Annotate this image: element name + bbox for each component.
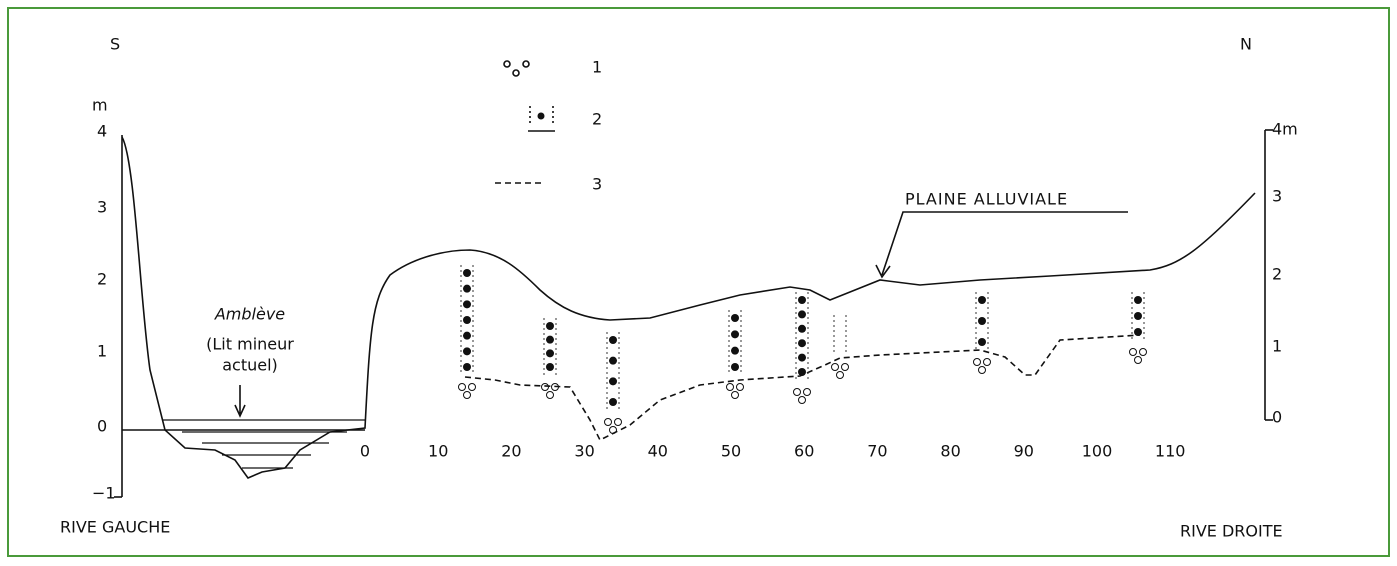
silt-dot — [463, 316, 471, 324]
label: 110 — [1155, 442, 1186, 461]
label: 40 — [648, 442, 668, 461]
label: N — [1240, 35, 1252, 54]
label: 0 — [360, 442, 370, 461]
label: 30 — [574, 442, 594, 461]
label: 4m — [1272, 120, 1298, 139]
silt-dot — [731, 314, 739, 322]
label: Amblève — [214, 305, 285, 324]
label: 1 — [592, 58, 602, 77]
label: (Lit mineur — [206, 335, 294, 354]
label: RIVE DROITE — [1180, 522, 1283, 541]
silt-dot — [798, 310, 806, 318]
label: 80 — [940, 442, 960, 461]
label: 20 — [501, 442, 521, 461]
label: 50 — [721, 442, 741, 461]
label: 4 — [97, 122, 107, 141]
label: 3 — [97, 198, 107, 217]
label: 0 — [1272, 408, 1282, 427]
silt-dot — [978, 296, 986, 304]
silt-dot — [463, 363, 471, 371]
label: 100 — [1082, 442, 1113, 461]
label: 3 — [592, 175, 602, 194]
silt-dot — [798, 354, 806, 362]
silt-dot — [978, 317, 986, 325]
silt-dot — [609, 336, 617, 344]
label: 1 — [97, 342, 107, 361]
silt-dot — [463, 347, 471, 355]
silt-dot — [546, 349, 554, 357]
label: 2 — [1272, 265, 1282, 284]
silt-dot — [1134, 296, 1142, 304]
silt-dot — [798, 325, 806, 333]
silt-dot — [546, 336, 554, 344]
silt-dot — [731, 347, 739, 355]
label: 0 — [97, 417, 107, 436]
silt-dot — [546, 363, 554, 371]
label: 90 — [1014, 442, 1034, 461]
label: 10 — [428, 442, 448, 461]
label: 3 — [1272, 187, 1282, 206]
silt-dot — [546, 322, 554, 330]
silt-dot — [463, 332, 471, 340]
label: 70 — [867, 442, 887, 461]
label: −1 — [92, 484, 116, 503]
silt-dot — [463, 285, 471, 293]
label: PLAINE ALLUVIALE — [905, 190, 1068, 209]
silt-dot — [978, 338, 986, 346]
diagram: SNm43210−14m3210010203040506070809010011… — [0, 0, 1397, 562]
frame — [8, 8, 1389, 556]
silt-dot — [609, 377, 617, 385]
silt-dot — [798, 368, 806, 376]
silt-dot — [609, 398, 617, 406]
label: 60 — [794, 442, 814, 461]
silt-dot — [731, 330, 739, 338]
silt-dot — [1134, 312, 1142, 320]
label: S — [110, 35, 120, 54]
label: RIVE GAUCHE — [60, 518, 170, 537]
label: actuel) — [222, 356, 278, 375]
label: m — [92, 96, 108, 115]
silt-dot — [609, 357, 617, 365]
silt-dot — [798, 296, 806, 304]
silt-dot — [798, 339, 806, 347]
silt-dot — [463, 269, 471, 277]
silt-dot — [1134, 328, 1142, 336]
label: 2 — [592, 110, 602, 129]
label: 2 — [97, 270, 107, 289]
label: 1 — [1272, 337, 1282, 356]
silt-dot — [463, 300, 471, 308]
silt-dot — [731, 363, 739, 371]
